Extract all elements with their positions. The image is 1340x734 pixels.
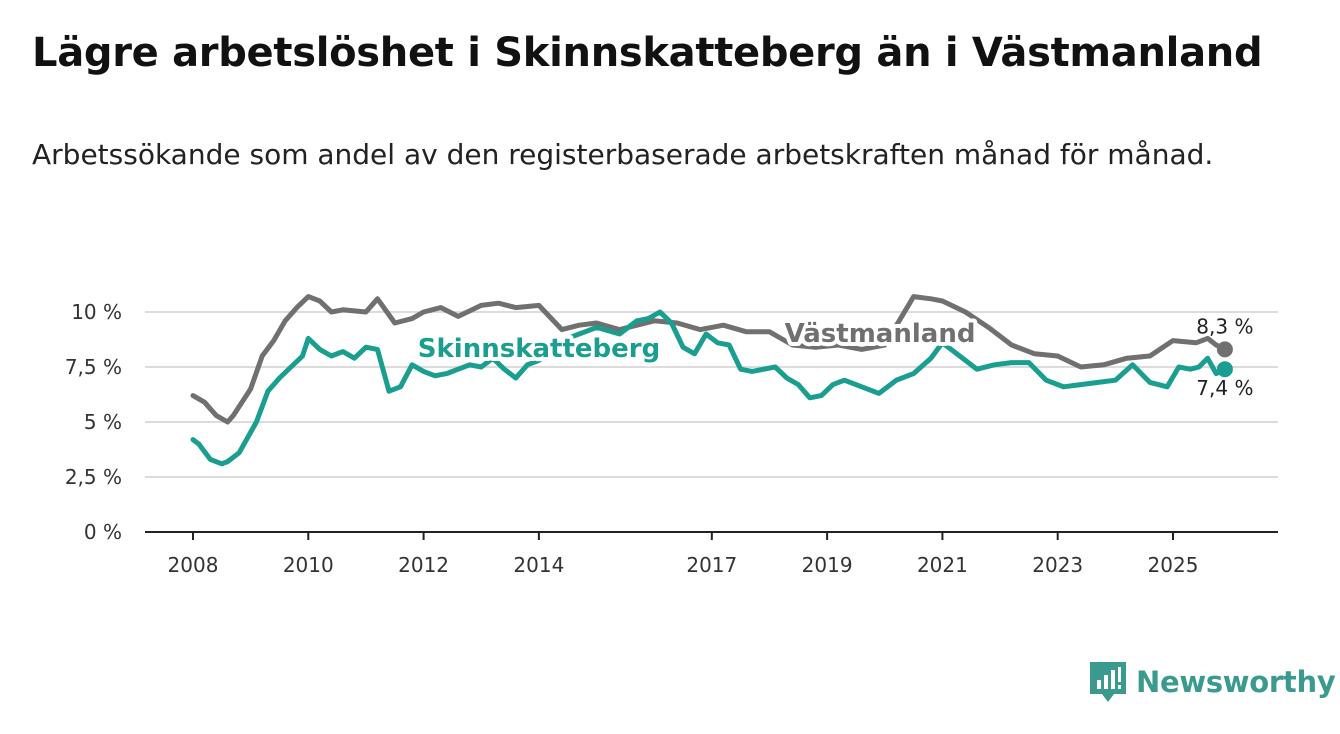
x-tick-label: 2021	[917, 553, 968, 577]
x-tick-label: 2019	[802, 553, 853, 577]
series-line-skinnskatteberg	[190, 309, 1228, 467]
x-tick-label: 2023	[1032, 553, 1083, 577]
x-tick-label: 2008	[168, 553, 219, 577]
y-tick-label: 5 %	[84, 410, 122, 434]
x-axis: 2008 2010 2012 2014 2017 2019 2021 2023 2025	[145, 531, 1278, 577]
y-tick-label: 10 %	[71, 300, 122, 324]
chart-title: Lägre arbetslöshet i Skinnskatteberg än …	[32, 30, 1263, 76]
x-tick-label: 2025	[1148, 553, 1199, 577]
series-lines	[190, 294, 1233, 467]
series-label-skinnskatteberg: Skinnskatteberg	[418, 334, 660, 364]
x-tick-label: 2017	[686, 553, 737, 577]
chart-subtitle: Arbetssökande som andel av den registerb…	[32, 138, 1214, 171]
y-axis-ticks: 0 % 2,5 % 5 % 7,5 % 10 %	[65, 300, 122, 544]
y-tick-label: 7,5 %	[65, 355, 122, 379]
x-tick-label: 2010	[283, 553, 334, 577]
end-value-label: 8,3 %	[1196, 314, 1253, 338]
y-tick-label: 2,5 %	[65, 465, 122, 489]
series-labels: 8,3 % 7,4 % Västmanland Skinnskatteberg	[414, 314, 1254, 400]
x-tick-label: 2014	[513, 553, 564, 577]
brand-name: Newsworthy	[1136, 665, 1336, 699]
y-tick-label: 0 %	[84, 520, 122, 544]
x-tick-label: 2012	[398, 553, 449, 577]
end-value-label: 7,4 %	[1196, 376, 1253, 400]
series-line-västmanland	[190, 294, 1228, 425]
series-label-västmanland: Västmanland	[785, 319, 976, 349]
end-point-skinnskatteberg	[1216, 361, 1233, 378]
end-point-västmanland	[1216, 341, 1233, 358]
newsworthy-logo[interactable]: Newsworthy	[1088, 660, 1336, 704]
bar-chart-icon	[1090, 662, 1126, 702]
